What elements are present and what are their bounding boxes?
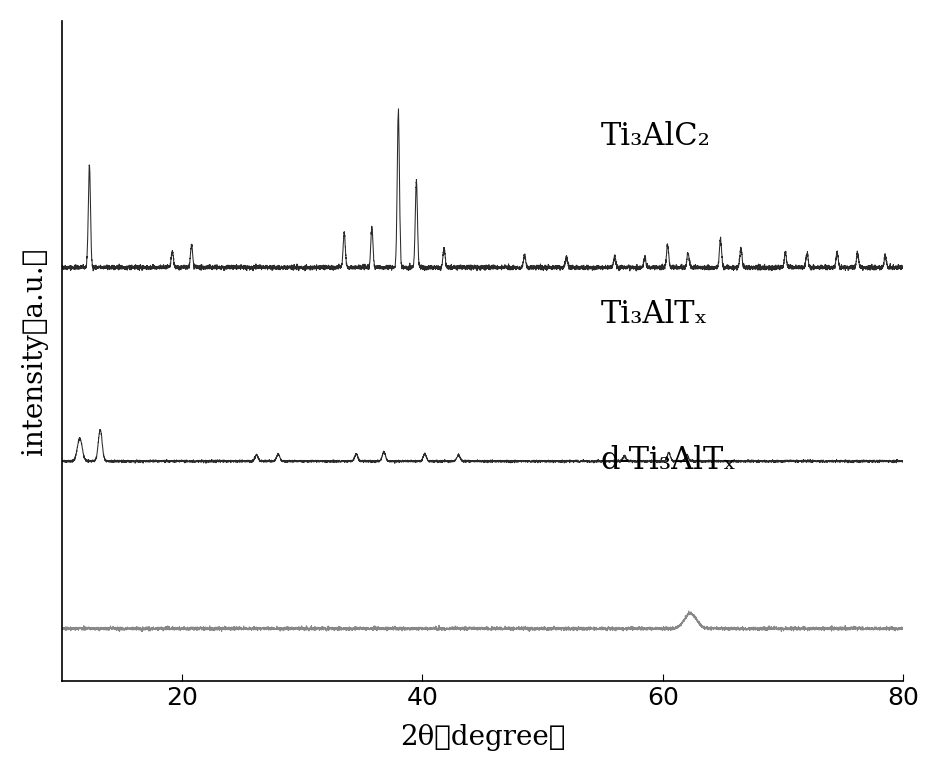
X-axis label: 2θ（degree）: 2θ（degree） — [400, 724, 565, 751]
Text: d-Ti₃AlTₓ: d-Ti₃AlTₓ — [601, 445, 736, 476]
Text: Ti₃AlC₂: Ti₃AlC₂ — [601, 121, 710, 152]
Y-axis label: intensity（a.u.）: intensity（a.u.） — [21, 248, 48, 455]
Text: Ti₃AlTₓ: Ti₃AlTₓ — [601, 300, 708, 330]
